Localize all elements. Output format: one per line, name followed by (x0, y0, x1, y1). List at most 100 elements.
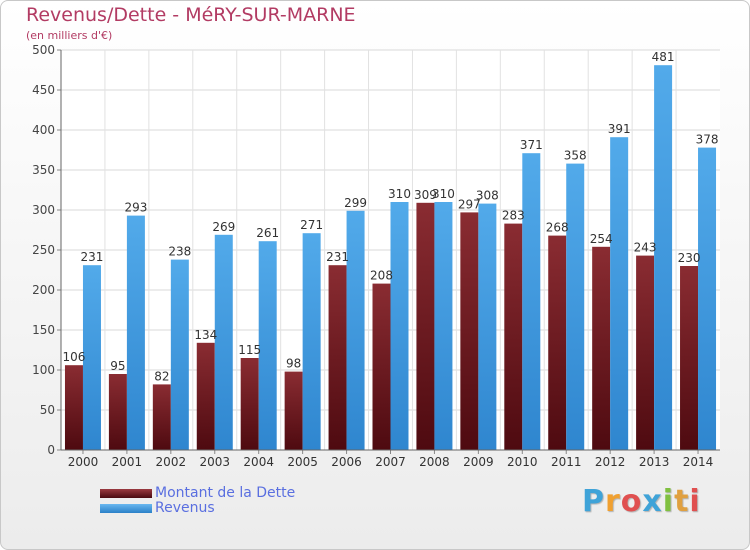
data-label-dette: 106 (63, 350, 86, 364)
bar-dette (636, 255, 655, 450)
bar-dette (504, 223, 523, 450)
bar-revenus (478, 203, 497, 450)
y-tick-label: 500 (32, 43, 55, 57)
bar-dette (284, 371, 303, 450)
bar-revenus (522, 153, 541, 450)
x-tick-label: 2012 (595, 455, 626, 469)
x-tick-label: 2004 (243, 455, 274, 469)
bar-dette (416, 202, 435, 450)
data-label-dette: 283 (502, 209, 525, 223)
data-label-dette: 254 (590, 232, 613, 246)
bar-dette (328, 265, 347, 450)
bar-revenus (434, 202, 453, 450)
bar-revenus (346, 210, 365, 450)
x-tick-label: 2007 (375, 455, 406, 469)
logo-letter: P (582, 484, 605, 519)
data-label-revenus: 269 (212, 220, 235, 234)
y-tick-label: 100 (32, 363, 55, 377)
x-tick-label: 2005 (287, 455, 318, 469)
x-tick-label: 2001 (112, 455, 143, 469)
bar-revenus (82, 265, 101, 450)
x-tick-label: 2010 (507, 455, 538, 469)
bar-revenus (214, 234, 233, 450)
y-tick-label: 150 (32, 323, 55, 337)
data-label-dette: 231 (326, 250, 349, 264)
x-tick-label: 2003 (199, 455, 230, 469)
data-label-dette: 297 (458, 197, 481, 211)
bar-revenus (170, 259, 189, 450)
data-label-revenus: 358 (564, 149, 587, 163)
legend-label-dette: Montant de la Dette (155, 485, 296, 501)
bar-revenus (258, 241, 277, 450)
logo-letter: t (674, 484, 690, 519)
bar-dette (592, 246, 611, 450)
bar-dette (240, 358, 259, 450)
bar-revenus (654, 65, 673, 450)
chart-subtitle: (en milliers d'€) (26, 29, 113, 42)
bar-dette (152, 384, 171, 450)
y-tick-label: 200 (32, 283, 55, 297)
data-label-dette: 268 (546, 221, 569, 235)
bar-dette (460, 212, 479, 450)
legend-swatch-revenus (100, 504, 152, 513)
x-tick-label: 2002 (156, 455, 187, 469)
bar-dette (680, 266, 699, 450)
bar-revenus (698, 147, 717, 450)
data-label-dette: 95 (110, 359, 125, 373)
logo-letter: i (689, 484, 701, 519)
x-tick-label: 2011 (551, 455, 582, 469)
y-tick-label: 0 (47, 443, 55, 457)
data-label-revenus: 391 (608, 122, 631, 136)
bar-revenus (126, 215, 145, 450)
data-label-dette: 115 (238, 343, 261, 357)
x-tick-label: 2000 (68, 455, 99, 469)
bar-dette (196, 342, 215, 450)
data-label-revenus: 378 (696, 133, 719, 147)
y-tick-label: 250 (32, 243, 55, 257)
legend-swatch-dette (100, 489, 152, 498)
bar-dette (372, 283, 391, 450)
logo-letter: r (605, 484, 621, 519)
data-label-dette: 208 (370, 269, 393, 283)
data-label-dette: 82 (154, 369, 169, 383)
bar-dette (64, 365, 83, 450)
data-label-revenus: 231 (81, 250, 104, 264)
data-label-revenus: 238 (168, 245, 191, 259)
proxiti-logo: Proxiti (582, 484, 701, 519)
bar-dette (108, 374, 127, 450)
data-label-dette: 309 (414, 188, 437, 202)
chart-title: Revenus/Dette - MéRY-SUR-MARNE (26, 4, 356, 26)
data-label-revenus: 271 (300, 218, 323, 232)
x-tick-label: 2009 (463, 455, 494, 469)
bar-revenus (566, 163, 585, 450)
data-label-revenus: 481 (652, 50, 675, 64)
data-label-revenus: 308 (476, 189, 499, 203)
x-tick-label: 2008 (419, 455, 450, 469)
data-label-revenus: 310 (388, 187, 411, 201)
y-tick-label: 50 (40, 403, 55, 417)
x-tick-label: 2006 (331, 455, 362, 469)
bar-revenus (302, 233, 321, 450)
y-tick-label: 400 (32, 123, 55, 137)
data-label-dette: 243 (634, 241, 657, 255)
bar-revenus (610, 137, 629, 450)
data-label-revenus: 299 (344, 196, 367, 210)
logo-letter: x (642, 484, 663, 519)
data-label-revenus: 371 (520, 138, 543, 152)
logo-letter: o (620, 484, 643, 519)
data-label-dette: 134 (194, 328, 217, 342)
bar-dette (548, 235, 567, 450)
data-label-dette: 230 (678, 251, 701, 265)
data-label-dette: 98 (286, 357, 301, 371)
legend-label-revenus: Revenus (155, 500, 215, 516)
data-label-revenus: 293 (124, 201, 147, 215)
x-tick-label: 2014 (683, 455, 714, 469)
y-tick-label: 300 (32, 203, 55, 217)
y-tick-label: 450 (32, 83, 55, 97)
data-label-revenus: 261 (256, 226, 279, 240)
x-tick-label: 2013 (639, 455, 670, 469)
logo-letter: i (662, 484, 675, 519)
y-tick-label: 350 (32, 163, 55, 177)
data-label-revenus: 310 (432, 187, 455, 201)
